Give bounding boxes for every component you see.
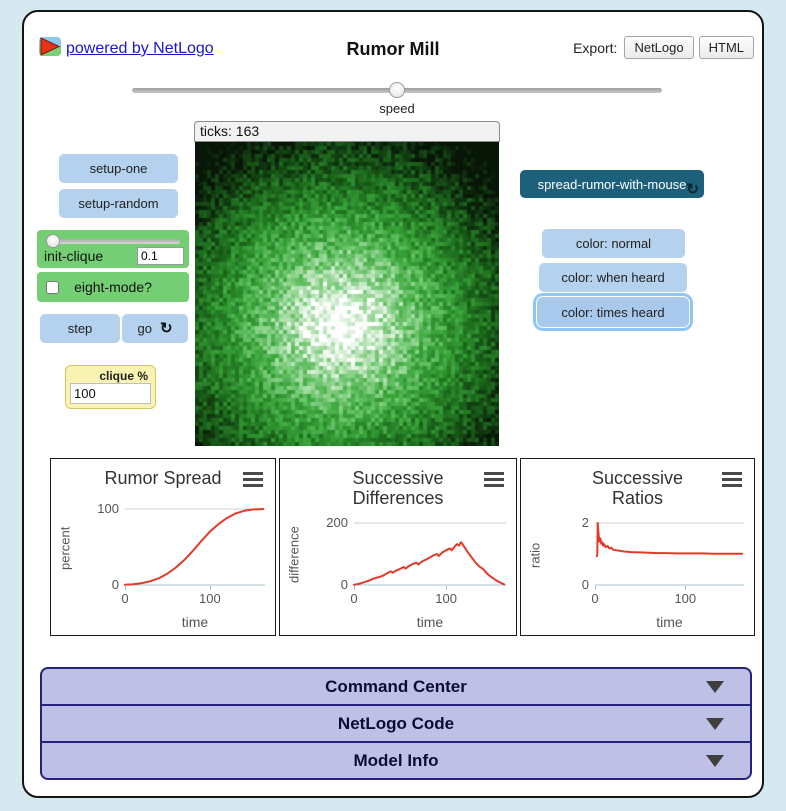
plot-rumor-spread: Rumor Spread percent 0 100 0 100 time — [50, 458, 276, 636]
eight-mode-checkbox[interactable] — [46, 280, 59, 294]
chart-area: 0 100 0 100 — [97, 501, 265, 606]
plot-successive-ratios: Successive Ratios ratio 0 2 0 100 time — [520, 458, 755, 636]
clique-percent-label: clique % — [99, 369, 148, 383]
go-button[interactable]: go ↻ — [122, 314, 188, 343]
color-normal-button[interactable]: color: normal — [542, 229, 685, 258]
x-tick-label: 0 — [121, 591, 129, 606]
export-label: Export: — [573, 39, 618, 56]
netlogo-code-label: NetLogo Code — [337, 713, 455, 733]
netlogo-code-section[interactable]: NetLogo Code — [42, 704, 750, 741]
setup-one-button[interactable]: setup-one — [59, 154, 178, 183]
setup-random-button[interactable]: setup-random — [59, 189, 178, 218]
x-tick-mark — [446, 585, 448, 590]
init-clique-slider-handle[interactable] — [45, 234, 60, 248]
x-axis-label: time — [181, 614, 209, 630]
init-clique-slider[interactable] — [45, 234, 180, 248]
speed-slider-label: speed — [379, 101, 415, 116]
chevron-down-icon — [706, 717, 724, 730]
chevron-down-icon — [706, 754, 724, 767]
spread-rumor-label: spread-rumor-with-mouse — [537, 176, 687, 192]
color-times-heard-button[interactable]: color: times heard — [537, 297, 689, 327]
speed-slider[interactable] — [132, 82, 662, 98]
chevron-down-icon — [706, 680, 724, 693]
plot-title: Successive Ratios — [591, 468, 684, 509]
x-tick-mark — [685, 585, 687, 590]
chart-canvas — [595, 522, 744, 586]
main-panel: powered by NetLogo Rumor Mill Export: Ne… — [22, 10, 764, 798]
ticks-counter: ticks: 163 — [194, 121, 500, 142]
chart-area: 0 2 0 100 — [582, 515, 744, 606]
command-center-section[interactable]: Command Center — [42, 669, 750, 704]
netlogo-logo-icon — [38, 36, 62, 62]
y-axis-label: percent — [57, 526, 73, 570]
x-tick-label: 0 — [350, 591, 358, 606]
x-axis-label: time — [656, 614, 683, 630]
y-tick-label: 200 — [326, 515, 348, 530]
plot-menu-icon[interactable] — [243, 472, 263, 487]
y-axis-label: ratio — [527, 542, 543, 568]
eight-mode-label: eight-mode? — [74, 279, 152, 295]
export-html-button[interactable]: HTML — [698, 36, 754, 59]
y-tick-label: 0 — [111, 577, 119, 592]
accordion: Command Center NetLogo Code Model Info — [40, 667, 752, 780]
model-info-label: Model Info — [353, 750, 439, 770]
plot-title: Rumor Spread — [104, 468, 222, 488]
chart-area: 0 200 0 100 — [326, 515, 506, 606]
command-center-label: Command Center — [325, 676, 467, 696]
y-tick-label: 0 — [340, 577, 348, 592]
step-button[interactable]: step — [40, 314, 120, 343]
model-info-section[interactable]: Model Info — [42, 741, 750, 778]
x-tick-label: 100 — [198, 591, 221, 606]
clique-percent-monitor: clique % 100 — [65, 365, 156, 409]
forever-icon: ↻ — [686, 181, 699, 198]
world-view[interactable] — [195, 142, 499, 446]
x-tick-mark — [209, 585, 211, 590]
x-tick-label: 0 — [591, 591, 599, 606]
go-button-label: go — [137, 321, 152, 336]
powered-by-netlogo-link[interactable]: powered by NetLogo — [66, 40, 214, 57]
plot-title: Successive Differences — [352, 468, 444, 509]
chart-canvas — [353, 522, 506, 586]
init-clique-label: init-clique — [44, 248, 104, 264]
y-tick-label: 2 — [581, 515, 589, 530]
y-tick-label: 0 — [581, 577, 589, 592]
chart-canvas — [124, 508, 265, 586]
page-title: Rumor Mill — [346, 39, 440, 59]
y-axis-label: difference — [286, 526, 302, 584]
x-axis-label: time — [416, 614, 444, 630]
x-tick-mark — [595, 585, 596, 590]
spread-rumor-with-mouse-button[interactable]: spread-rumor-with-mouse ↻ — [520, 170, 704, 198]
init-clique-slider-widget: init-clique — [37, 230, 189, 268]
x-tick-mark — [125, 585, 126, 590]
plot-menu-icon[interactable] — [722, 472, 742, 487]
export-group: Export: NetLogo HTML — [573, 36, 754, 59]
color-when-heard-button[interactable]: color: when heard — [539, 263, 687, 292]
y-tick-label: 100 — [97, 501, 119, 516]
init-clique-value-input[interactable] — [137, 247, 184, 265]
clique-percent-value: 100 — [70, 383, 151, 404]
plot-menu-icon[interactable] — [484, 472, 504, 487]
forever-icon: ↻ — [159, 320, 173, 337]
x-tick-label: 100 — [435, 591, 457, 606]
eight-mode-switch[interactable]: eight-mode? — [37, 272, 189, 302]
plot-successive-differences: Successive Differences difference 0 200 0 1… — [279, 458, 517, 636]
x-tick-label: 100 — [674, 591, 697, 606]
export-netlogo-button[interactable]: NetLogo — [624, 36, 694, 59]
speed-slider-handle[interactable] — [389, 82, 405, 98]
x-tick-mark — [354, 585, 355, 590]
